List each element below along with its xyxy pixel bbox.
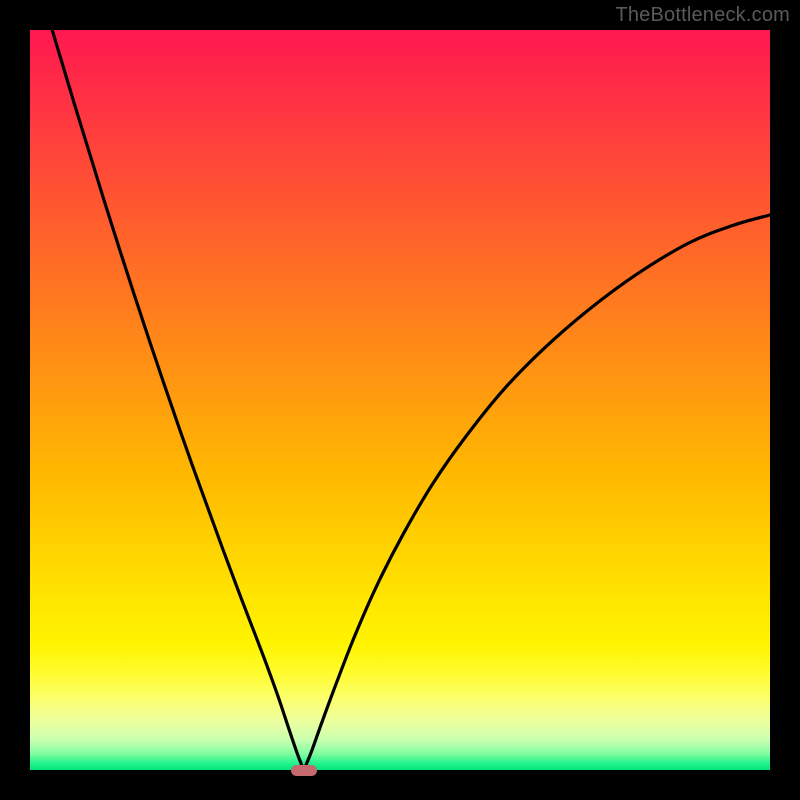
chart-container: TheBottleneck.com [0,0,800,800]
bottleneck-marker [291,765,317,776]
watermark-text: TheBottleneck.com [615,4,790,27]
gradient-background [30,30,770,770]
